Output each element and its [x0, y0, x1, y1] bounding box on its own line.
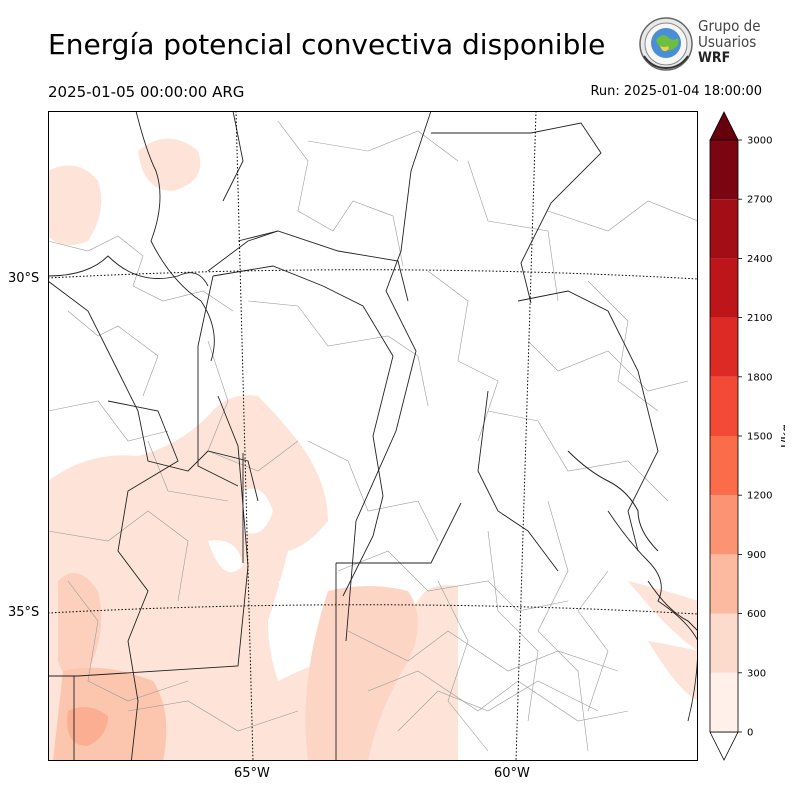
- colorbar-tick-label: 2100: [747, 313, 772, 324]
- colorbar-swatch: [710, 258, 738, 318]
- valid-time: 2025-01-05 00:00:00 ARG: [48, 83, 245, 101]
- colorbar-swatch: [710, 199, 738, 259]
- colorbar-tick-label: 1800: [747, 372, 772, 383]
- colorbar-tick-label: 900: [747, 550, 766, 561]
- logo-line-1: Grupo de: [698, 17, 761, 35]
- coastline: [567, 450, 698, 632]
- colorbar-swatch: [710, 140, 738, 200]
- colorbar-tick-label: 600: [747, 609, 766, 620]
- colorbar-tick-label: 2700: [747, 195, 772, 206]
- colorbar-swatch: [710, 672, 738, 732]
- colorbar: 0 300 600 900 1200 1500 1800 2100 2400 2700 3000 J/…: [709, 111, 785, 761]
- colorbar-tick-label: 2400: [747, 254, 772, 265]
- county-borders: [48, 120, 698, 752]
- map-title: Energía potencial convectiva disponible: [48, 28, 606, 61]
- logo: Grupo de Usuarios WRF: [638, 16, 768, 72]
- colorbar-swatch: [710, 495, 738, 555]
- colorbar-swatch: [710, 376, 738, 436]
- graticule: [48, 111, 698, 761]
- colorbar-swatch: [710, 436, 738, 496]
- lat-label-35s: 35°S: [8, 605, 40, 620]
- cape-field: [48, 138, 698, 761]
- colorbar-tick-label: 0: [747, 728, 753, 739]
- run-time: Run: 2025-01-04 18:00:00: [590, 84, 762, 99]
- colorbar-tick-label: 1200: [747, 491, 772, 502]
- colorbar-swatch: [710, 554, 738, 614]
- lon-label-60w: 60°W: [494, 766, 530, 781]
- colorbar-swatch: [710, 613, 738, 673]
- logo-line-2: Usuarios: [698, 33, 757, 51]
- lat-label-30s: 30°S: [8, 271, 40, 286]
- colorbar-tick-label: 300: [747, 668, 766, 679]
- lon-label-65w: 65°W: [234, 766, 270, 781]
- colorbar-under-arrow: [709, 731, 739, 761]
- province-borders: [48, 111, 698, 761]
- map-panel: [48, 111, 698, 761]
- colorbar-units-label: J/kg: [780, 424, 785, 449]
- colorbar-over-arrow: [709, 111, 739, 141]
- colorbar-tick-label: 3000: [747, 136, 772, 147]
- colorbar-swatch: [710, 317, 738, 377]
- globe-seal-icon: [639, 17, 693, 71]
- logo-line-3: WRF: [698, 50, 731, 66]
- colorbar-tick-label: 1500: [747, 432, 772, 443]
